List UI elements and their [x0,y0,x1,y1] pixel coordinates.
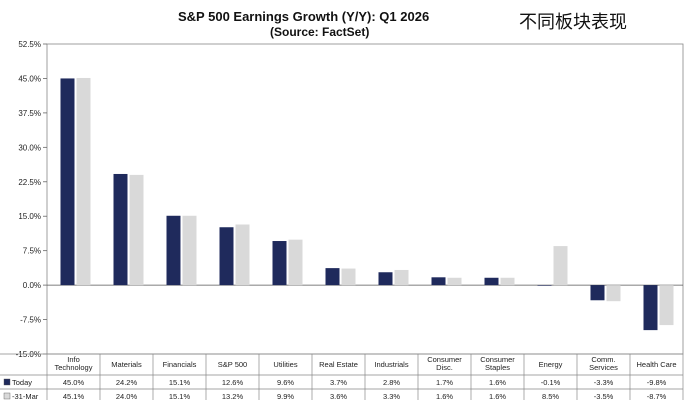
bar-31-mar [394,269,409,286]
category-label: Info [67,355,80,364]
bar-31-mar [447,277,462,286]
y-tick-label: 37.5% [18,109,41,118]
data-label: 15.1% [169,378,191,387]
category-label: Health Care [636,360,676,369]
bar-31-mar [606,285,621,302]
bar-31-mar [76,77,91,286]
legend-swatch [3,378,11,386]
bar-today [113,173,128,286]
category-label: Disc. [436,363,453,372]
data-label: 1.6% [436,392,453,400]
data-label: -3.3% [594,378,614,387]
bar-31-mar [235,224,250,286]
bar-31-mar [182,215,197,286]
bar-today [484,277,499,286]
category-label: Consumer [427,355,462,364]
bar-today [643,285,658,331]
bar-31-mar [500,277,515,286]
category-label: Staples [485,363,510,372]
category-label: Materials [111,360,142,369]
bar-today [272,241,287,286]
category-label: Financials [163,360,197,369]
data-label: 1.6% [489,392,506,400]
legend-swatch [3,392,11,400]
data-label: 3.3% [383,392,400,400]
category-label: Technology [55,363,93,372]
data-label: 9.6% [277,378,294,387]
data-label: 2.8% [383,378,400,387]
legend-label: -31-Mar [12,392,39,400]
y-tick-label: -15.0% [16,350,41,359]
bar-31-mar [553,246,568,286]
bar-31-mar [129,174,144,286]
data-label: -8.7% [647,392,667,400]
overlay-annotation: 不同板块表现 [519,12,627,33]
data-label: -9.8% [647,378,667,387]
y-tick-label: -7.5% [20,316,41,325]
category-label: Utilities [273,360,297,369]
chart-title: S&P 500 Earnings Growth (Y/Y): Q1 2026 [178,9,430,24]
data-label: 3.6% [330,392,347,400]
bar-today [166,215,181,286]
data-label: 24.0% [116,392,138,400]
category-label: Energy [539,360,563,369]
data-label: 13.2% [222,392,244,400]
data-label: 12.6% [222,378,244,387]
bar-31-mar [341,268,356,286]
y-tick-label: 22.5% [18,178,41,187]
bar-today [378,272,393,286]
y-tick-label: 15.0% [18,212,41,221]
category-label: Real Estate [319,360,358,369]
data-label: 1.6% [489,378,506,387]
bar-today [60,78,75,286]
data-label: 45.0% [63,378,85,387]
category-label: Consumer [480,355,515,364]
bar-today [590,285,605,301]
category-label: S&P 500 [218,360,247,369]
bar-31-mar [659,285,674,326]
bar-today [219,227,234,286]
data-label: 15.1% [169,392,191,400]
legend-label: Today [12,378,32,387]
bar-today [431,277,446,286]
y-tick-label: 30.0% [18,143,41,152]
data-label: 45.1% [63,392,85,400]
chart-subtitle: (Source: FactSet) [270,25,370,39]
data-label: 9.9% [277,392,294,400]
category-label: Comm. [591,355,615,364]
category-label: Services [589,363,618,372]
y-tick-label: 45.0% [18,74,41,83]
bar-31-mar [288,239,303,286]
data-label: 8.5% [542,392,559,400]
y-tick-label: 0.0% [23,281,41,290]
y-tick-label: 7.5% [23,247,41,256]
data-label: 1.7% [436,378,453,387]
data-label: -3.5% [594,392,614,400]
data-label: 3.7% [330,378,347,387]
data-label: -0.1% [541,378,561,387]
bar-today [325,268,340,286]
category-label: Industrials [374,360,408,369]
bar-today [537,285,552,286]
y-tick-label: 52.5% [18,40,41,49]
data-label: 24.2% [116,378,138,387]
